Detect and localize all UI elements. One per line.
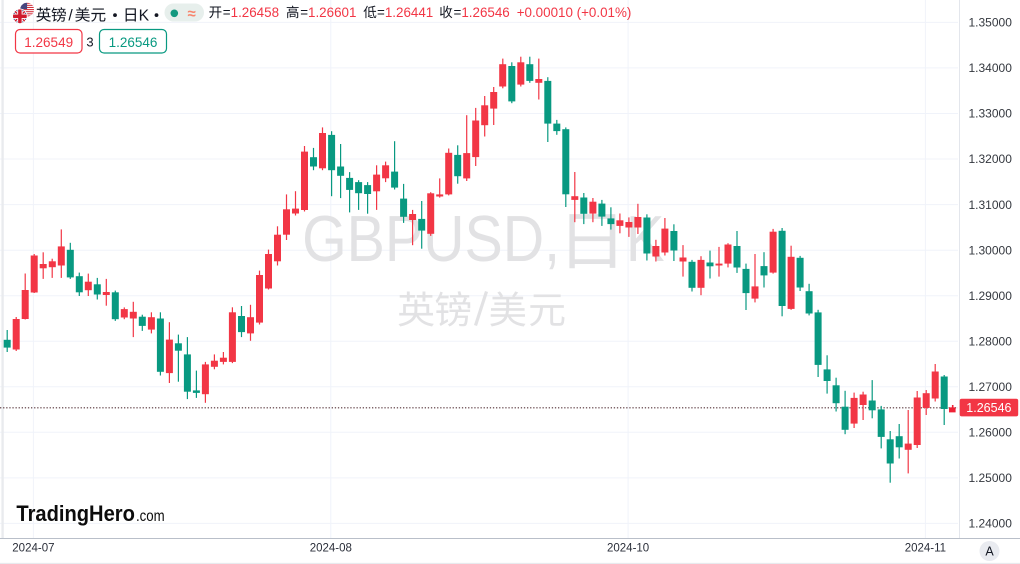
svg-text:1.35000: 1.35000 [969, 16, 1013, 30]
svg-text:1.31000: 1.31000 [969, 198, 1013, 212]
svg-text:1.26546: 1.26546 [109, 35, 158, 50]
svg-text:=1.26458: =1.26458 [223, 5, 279, 20]
svg-text:2024-10: 2024-10 [607, 543, 649, 555]
svg-text:1.24000: 1.24000 [969, 517, 1013, 531]
svg-text:1.26549: 1.26549 [24, 35, 73, 50]
svg-text:1.34000: 1.34000 [969, 61, 1013, 75]
svg-text:1.30000: 1.30000 [969, 243, 1013, 257]
svg-text:1.29000: 1.29000 [969, 289, 1013, 303]
svg-text:K: K [139, 8, 150, 25]
svg-text:=1.26546: =1.26546 [454, 5, 510, 20]
svg-text:2024-11: 2024-11 [905, 543, 946, 555]
svg-text:/: / [68, 8, 73, 25]
svg-text:.com: .com [136, 508, 165, 525]
svg-text:2024-07: 2024-07 [12, 543, 54, 555]
svg-text:+0.00010 (+0.01%): +0.00010 (+0.01%) [517, 5, 632, 20]
svg-text:1.27000: 1.27000 [969, 380, 1013, 394]
svg-text:A: A [985, 545, 994, 559]
svg-text:1.26546: 1.26546 [966, 401, 1011, 415]
svg-text:1.33000: 1.33000 [969, 107, 1013, 121]
svg-text:1.32000: 1.32000 [969, 152, 1013, 166]
svg-text:1.25000: 1.25000 [969, 471, 1013, 485]
svg-text:=1.26441: =1.26441 [377, 5, 433, 20]
svg-text:2024-08: 2024-08 [310, 543, 352, 555]
svg-text:1.26000: 1.26000 [969, 426, 1013, 440]
svg-text:TradingHero: TradingHero [16, 501, 134, 526]
svg-text:=1.26601: =1.26601 [300, 5, 356, 20]
svg-text:3: 3 [86, 35, 93, 50]
svg-text:1.28000: 1.28000 [969, 334, 1013, 348]
svg-text:≈: ≈ [188, 6, 196, 23]
